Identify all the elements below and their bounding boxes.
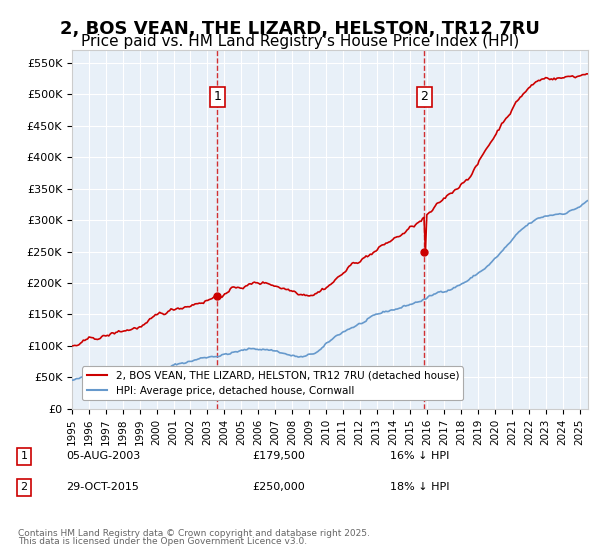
- Legend: 2, BOS VEAN, THE LIZARD, HELSTON, TR12 7RU (detached house), HPI: Average price,: 2, BOS VEAN, THE LIZARD, HELSTON, TR12 7…: [82, 366, 463, 400]
- Text: 29-OCT-2015: 29-OCT-2015: [66, 482, 139, 492]
- Text: Price paid vs. HM Land Registry's House Price Index (HPI): Price paid vs. HM Land Registry's House …: [81, 34, 519, 49]
- Text: 05-AUG-2003: 05-AUG-2003: [66, 451, 140, 461]
- Text: 16% ↓ HPI: 16% ↓ HPI: [390, 451, 449, 461]
- Text: 1: 1: [214, 91, 221, 104]
- Text: 2: 2: [20, 482, 28, 492]
- Text: 2: 2: [421, 91, 428, 104]
- Text: £250,000: £250,000: [252, 482, 305, 492]
- Text: Contains HM Land Registry data © Crown copyright and database right 2025.: Contains HM Land Registry data © Crown c…: [18, 529, 370, 538]
- Text: 2, BOS VEAN, THE LIZARD, HELSTON, TR12 7RU: 2, BOS VEAN, THE LIZARD, HELSTON, TR12 7…: [60, 20, 540, 38]
- Text: 1: 1: [20, 451, 28, 461]
- Text: This data is licensed under the Open Government Licence v3.0.: This data is licensed under the Open Gov…: [18, 537, 307, 546]
- Text: 18% ↓ HPI: 18% ↓ HPI: [390, 482, 449, 492]
- Text: £179,500: £179,500: [252, 451, 305, 461]
